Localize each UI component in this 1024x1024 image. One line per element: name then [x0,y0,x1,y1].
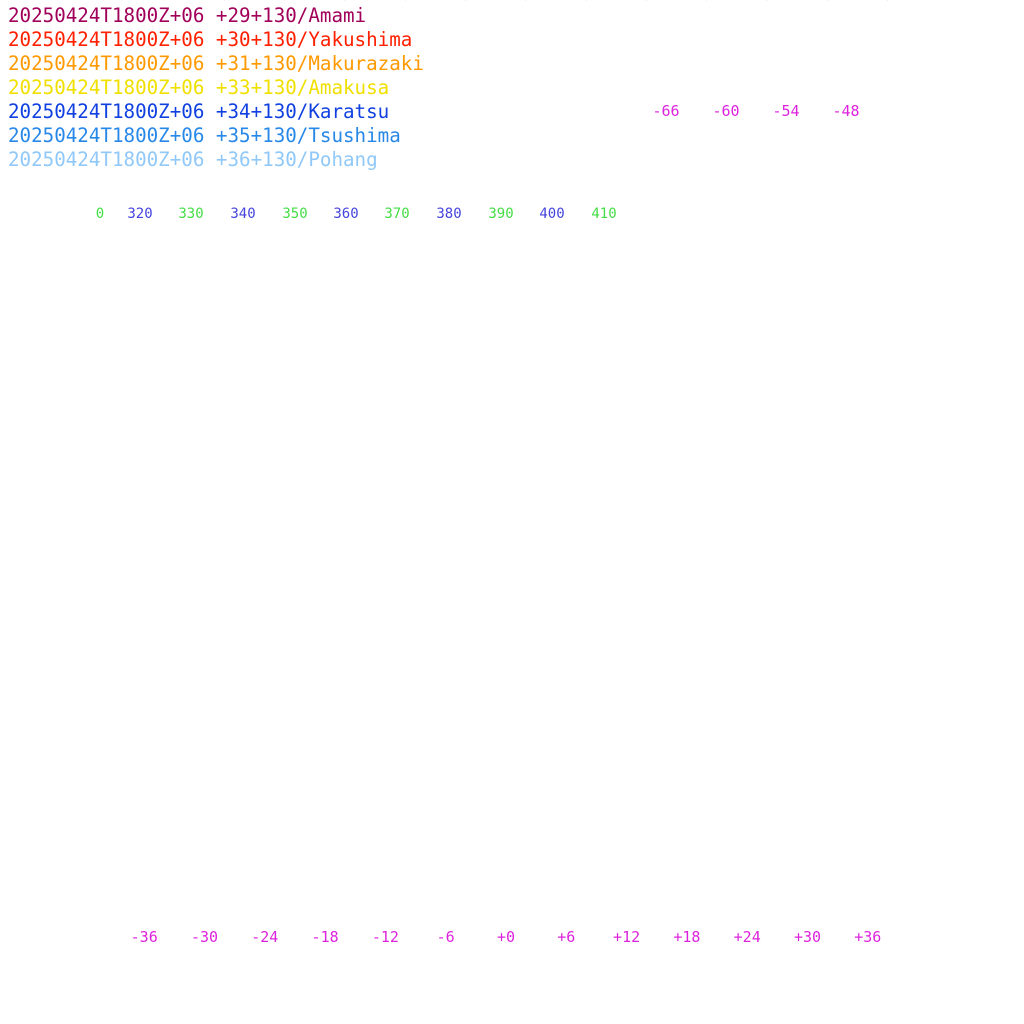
theta-label: 320 [127,206,152,222]
theta-label: 340 [230,206,255,222]
x-tick-label: -18 [312,928,339,946]
x-tick-label: +12 [613,928,640,946]
legend-bg [6,123,514,145]
legend-bg [6,147,514,169]
x-tick-label: +36 [854,928,881,946]
legend-entry: 20250424T1800Z+06 +29+130/Amami [8,4,366,27]
theta-label: 410 [591,206,616,222]
upper-temp-label: -66 [652,102,679,120]
x-tick-label: -36 [131,928,158,946]
legend-entry: 20250424T1800Z+06 +31+130/Makurazaki [8,52,424,75]
x-tick-label: -12 [372,928,399,946]
x-tick-label: -24 [251,928,278,946]
theta-label: 370 [384,206,409,222]
legend-entry: 20250424T1800Z+06 +35+130/Tsushima [8,124,401,147]
axis-labels: -36 -30 -24 -18 -12 -6 +0 +6 +12 +18 +24 +30 +36 -66 -… [96,102,882,946]
x-tick-label: -30 [191,928,218,946]
theta-label: 330 [178,206,203,222]
upper-temp-label: -54 [772,102,799,120]
theta-label: 350 [282,206,307,222]
legend: 20250424T1800Z+06 +29+130/Amami20250424T… [6,3,514,171]
legend-entry: 20250424T1800Z+06 +30+130/Yakushima [8,28,412,51]
legend-entry: 20250424T1800Z+06 +33+130/Amakusa [8,76,389,99]
upper-temp-label: -48 [832,102,859,120]
upper-temp-label: -60 [712,102,739,120]
legend-bg [6,75,514,97]
legend-bg [6,3,514,25]
theta-label: 360 [333,206,358,222]
legend-bg [6,99,514,121]
x-tick-label: +0 [497,928,515,946]
x-tick-label: +18 [673,928,700,946]
x-tick-label: -6 [437,928,455,946]
legend-entry: 20250424T1800Z+06 +34+130/Karatsu [8,100,389,123]
theta-label: 400 [539,206,564,222]
x-tick-label: +6 [557,928,575,946]
x-tick-label: +24 [734,928,761,946]
legend-entry: 20250424T1800Z+06 +36+130/Pohang [8,148,378,171]
theta-label: 380 [436,206,461,222]
legend-bg [6,27,514,49]
theta-label: 390 [488,206,513,222]
legend-bg [6,51,514,73]
theta-label: 0 [96,206,104,222]
x-tick-label: +30 [794,928,821,946]
